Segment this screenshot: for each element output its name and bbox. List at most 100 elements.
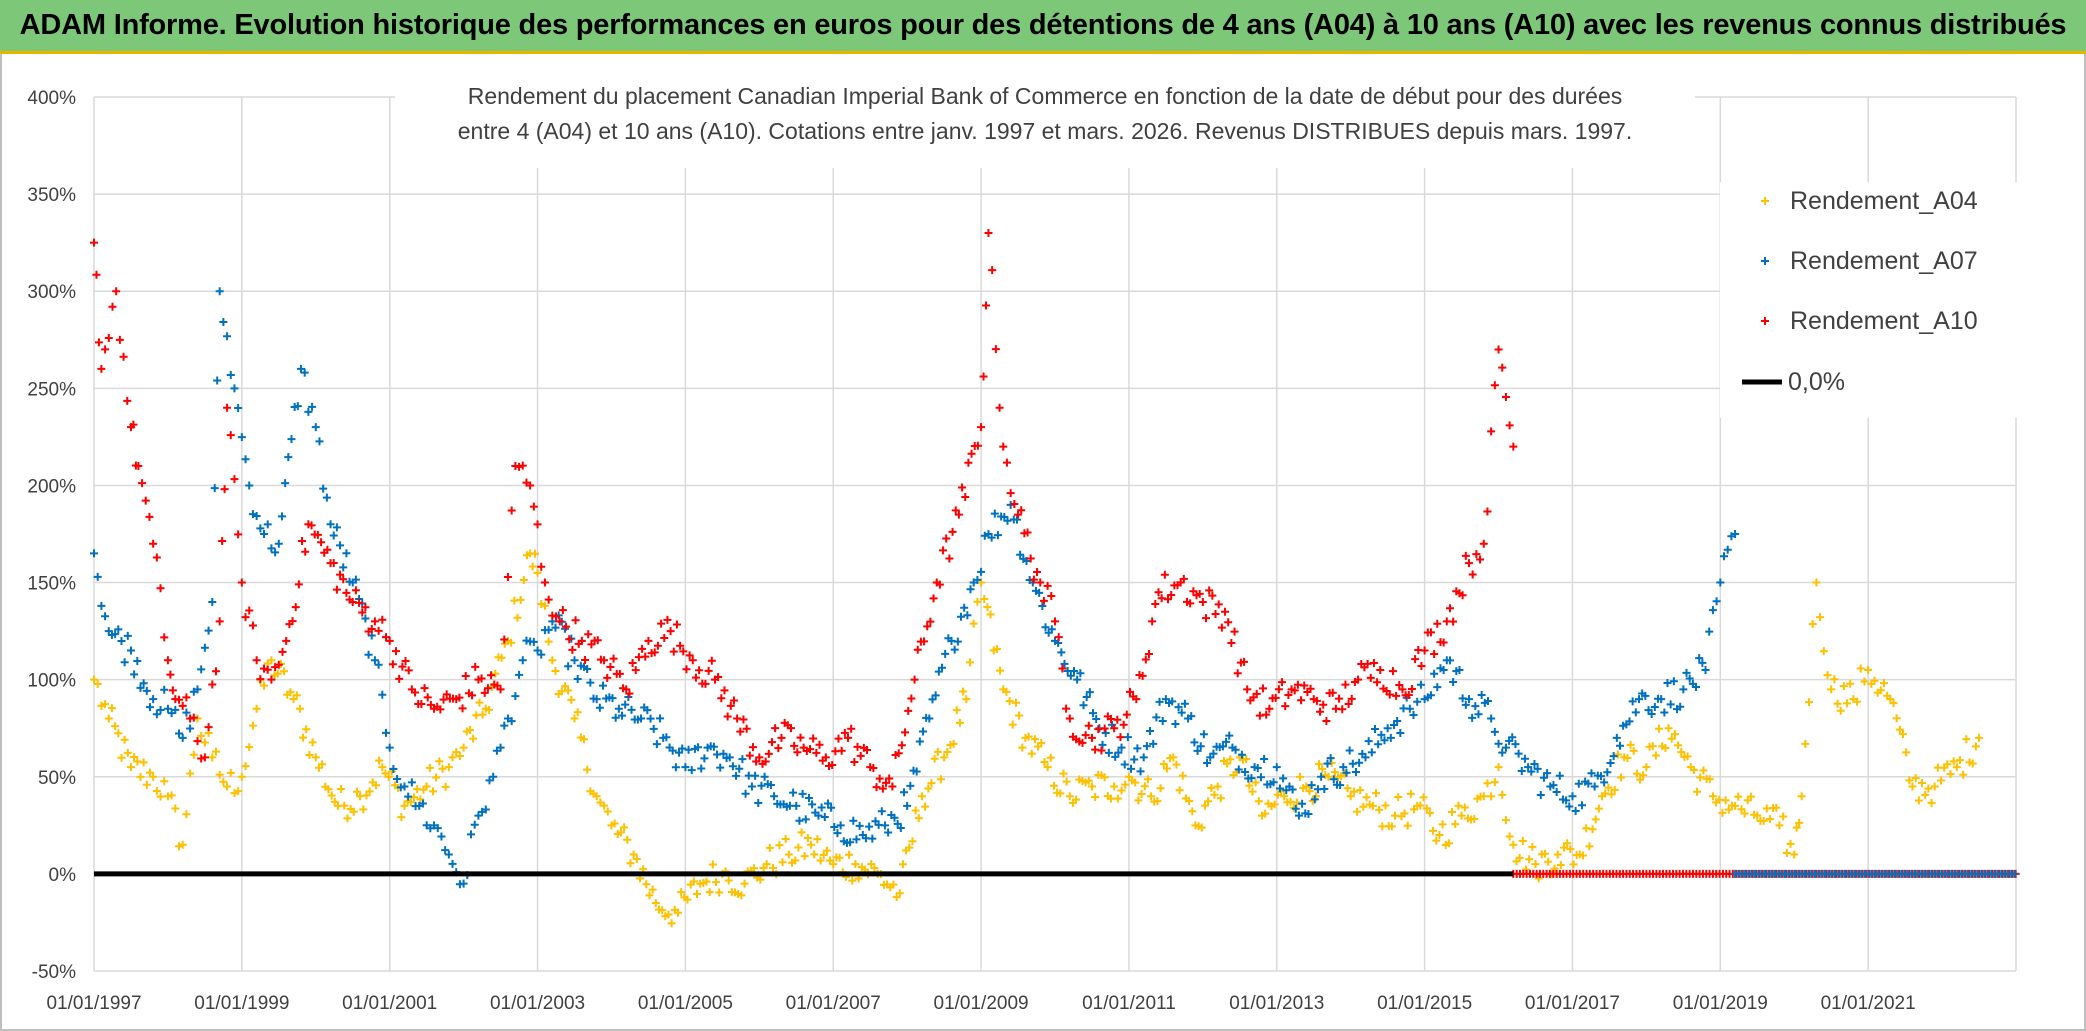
rendement_a04-marker bbox=[531, 549, 540, 558]
rendement_a07-marker bbox=[722, 754, 731, 763]
rendement_a07-marker bbox=[219, 318, 228, 327]
rendement_a04-marker bbox=[1460, 803, 1469, 812]
rendement_a04-marker bbox=[1200, 801, 1209, 810]
rendement_a07-marker bbox=[993, 531, 1002, 540]
rendement_a10-marker bbox=[156, 584, 165, 593]
rendement_a10-marker bbox=[1205, 586, 1214, 595]
rendement_a04-marker bbox=[1544, 857, 1553, 866]
rendement_a04-marker bbox=[1579, 851, 1588, 860]
rendement_a10-marker bbox=[1290, 686, 1299, 695]
rendement_a07-marker bbox=[817, 803, 826, 812]
rendement_a04-marker bbox=[775, 841, 784, 850]
rendement_a10-marker bbox=[1230, 627, 1239, 636]
rendement_a04-marker bbox=[1432, 836, 1441, 845]
rendement_a07-marker bbox=[385, 743, 394, 752]
chart-svg: -50% 0% 50% 100% 150% 200% 250% 300% 350% 400% 01… bbox=[27, 76, 2022, 1014]
rendement_a10-marker bbox=[752, 757, 761, 766]
rendement_a07-marker bbox=[820, 813, 829, 822]
rendement_a04-marker bbox=[1381, 801, 1390, 810]
rendement_a04-marker bbox=[156, 792, 165, 801]
rendement_a04-marker bbox=[1296, 772, 1304, 781]
rendement_a07-marker bbox=[537, 650, 546, 659]
rendement_a04-marker bbox=[1959, 770, 1968, 779]
rendement_a10-marker bbox=[417, 699, 426, 708]
rendement_a04-marker bbox=[1059, 769, 1068, 778]
rendement_a04-marker bbox=[702, 877, 711, 886]
rendement_a04-marker bbox=[1827, 685, 1836, 694]
rendement_a10-marker bbox=[378, 615, 387, 624]
rendement_a10-marker bbox=[923, 622, 932, 631]
rendement_a04-marker bbox=[629, 850, 638, 859]
rendement_a04-marker bbox=[969, 619, 978, 628]
rendement_a10-marker bbox=[1259, 684, 1268, 693]
rendement_a10-marker bbox=[1461, 551, 1470, 560]
rendement_a04-marker bbox=[1808, 620, 1817, 629]
rendement_a10-marker bbox=[840, 728, 849, 737]
rendement_a10-marker bbox=[764, 749, 773, 758]
rendement_a04-marker bbox=[522, 551, 531, 560]
rendement_a07-marker bbox=[801, 815, 810, 824]
rendement_a07-marker bbox=[694, 743, 703, 752]
rendement_a04-marker bbox=[1556, 860, 1565, 869]
rendement_a10-marker bbox=[1065, 714, 1074, 723]
rendement_a07-marker bbox=[332, 523, 341, 532]
rendement_a10-marker bbox=[1505, 421, 1514, 430]
rendement_a10-marker bbox=[1081, 731, 1090, 740]
rendement_a07-marker bbox=[1720, 552, 1728, 561]
rendement_a07-marker bbox=[267, 544, 276, 553]
rendement_a10-marker bbox=[374, 626, 383, 635]
rendement_a04-marker bbox=[1952, 763, 1961, 772]
rendement_a10-marker bbox=[973, 441, 982, 450]
rendement_a04-marker bbox=[1210, 790, 1219, 799]
rendement_a10-marker bbox=[571, 616, 580, 625]
rendement_a10-marker bbox=[688, 656, 697, 665]
rendement_a07-marker bbox=[1517, 767, 1526, 776]
rendement_a07-marker bbox=[178, 733, 187, 742]
rendement_a07-marker bbox=[287, 435, 296, 444]
rendement_a07-marker bbox=[1474, 710, 1483, 719]
rendement_a07-marker bbox=[899, 788, 908, 797]
rendement_a10-marker bbox=[92, 270, 101, 279]
rendement_a07-marker bbox=[378, 690, 387, 699]
rendement_a10-marker bbox=[653, 641, 662, 650]
rendement_a07-marker bbox=[1449, 678, 1458, 687]
rendement_a04-marker bbox=[1261, 809, 1270, 818]
rendement_a10-marker bbox=[1195, 589, 1204, 598]
rendement_a10-marker bbox=[1414, 646, 1423, 655]
rendement_a04-marker bbox=[1648, 742, 1657, 751]
rendement_a10-marker bbox=[168, 686, 177, 695]
rendement_a07-marker bbox=[1209, 749, 1218, 758]
rendement_a04-marker bbox=[816, 856, 825, 865]
rendement_a04-marker bbox=[544, 637, 553, 646]
rendement_a04-marker bbox=[1975, 733, 1984, 742]
y-tick-label: 100% bbox=[27, 671, 76, 692]
rendement_a07-marker bbox=[1180, 699, 1189, 708]
rendement_a04-marker bbox=[152, 786, 161, 795]
rendement_a07-marker bbox=[1606, 759, 1615, 768]
rendement_a07-marker bbox=[1445, 656, 1454, 665]
rendement_a10-marker bbox=[999, 442, 1008, 451]
rendement_a07-marker bbox=[896, 824, 905, 833]
rendement_a10-marker bbox=[926, 617, 935, 626]
rendement_a04-marker bbox=[1011, 698, 1020, 707]
rendement_a07-marker bbox=[474, 811, 483, 820]
rendement_a04-marker bbox=[1674, 741, 1683, 750]
rendement_a07-marker bbox=[1426, 691, 1435, 700]
rendement_a04-marker bbox=[908, 837, 917, 846]
rendement_a04-marker bbox=[1091, 793, 1100, 802]
rendement_a04-marker bbox=[1394, 793, 1403, 802]
rendement_a07-marker bbox=[1127, 764, 1136, 773]
rendement_a10-marker bbox=[1006, 489, 1015, 498]
rendement_a07-marker bbox=[1571, 806, 1580, 815]
rendement_a07-marker bbox=[1527, 767, 1536, 776]
rendement_a04-marker bbox=[1505, 832, 1514, 841]
rendement_a10-marker bbox=[1087, 733, 1096, 742]
rendement_a04-marker bbox=[308, 738, 317, 747]
rendement_a04-marker bbox=[1816, 613, 1825, 622]
rendement_a07-marker bbox=[281, 479, 290, 488]
rendement_a04-marker bbox=[1775, 821, 1784, 830]
rendement_a04-marker bbox=[626, 859, 635, 868]
rendement_a04-marker bbox=[1084, 776, 1093, 785]
rendement_a10-marker bbox=[1144, 649, 1153, 658]
rendement_a10-marker bbox=[197, 754, 206, 763]
